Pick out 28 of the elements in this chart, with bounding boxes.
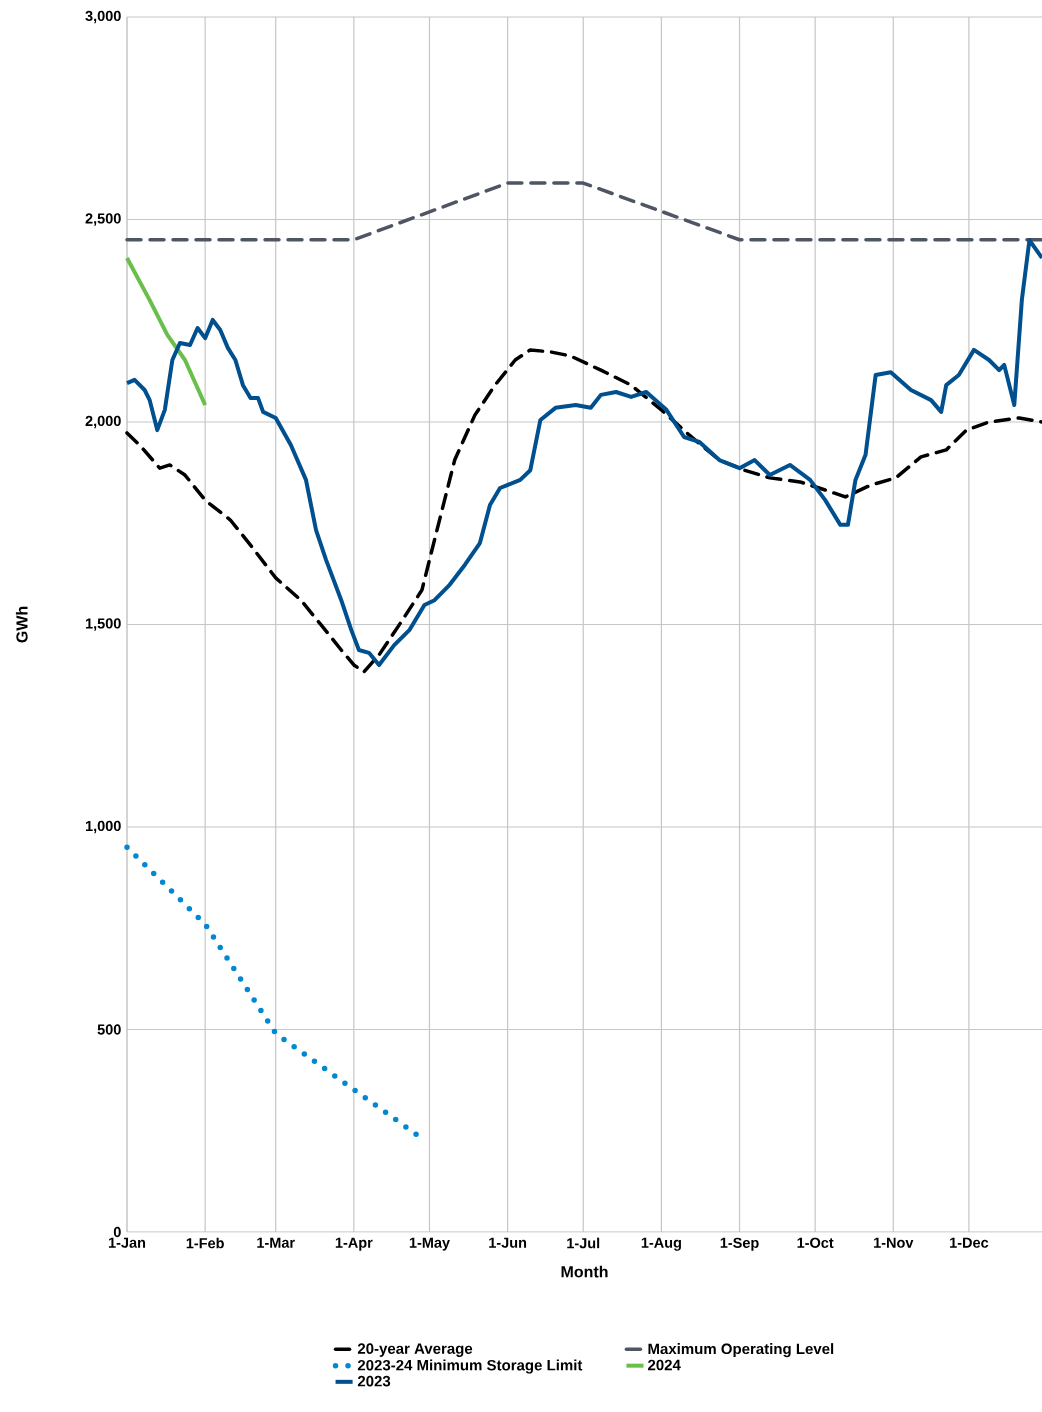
y-tick-label: 500 [97,1024,121,1035]
line-series [125,238,1042,667]
y-tick-label: 3,000 [85,10,121,24]
x-tick-label: 1-Nov [874,1237,914,1248]
y-tick-label: 1,000 [85,820,121,834]
x-tick-label: 1-Oct [797,1237,834,1248]
legend-label: 2023-24 Minimum Storage Limit [357,1359,583,1374]
legend-label: 20-year Average [357,1343,473,1357]
x-tick-label: 1-Dec [950,1237,989,1248]
x-tick-label: 1-Sep [720,1237,759,1251]
x-tick-label: 1-Mar [257,1237,295,1248]
x-tick-label: 1-May [409,1237,450,1251]
y-tick-label: 2,000 [85,415,121,429]
y-tick-label: 0 [113,1226,121,1238]
x-tick-label: 1-Jul [567,1237,600,1249]
x-tick-label: 1-Jan [108,1237,146,1248]
x-tick-label: 1-Jun [489,1237,527,1248]
x-axis-title: Month [561,1265,608,1278]
legend-label: Maximum Operating Level [648,1343,834,1358]
line-series [125,255,208,407]
x-tick-label: 1-Feb [186,1237,224,1249]
legend-label: 2023 [357,1375,391,1387]
legend-label: 2024 [648,1359,681,1371]
x-tick-label: 1-Aug [641,1237,681,1251]
y-axis-title: GWh [15,606,28,643]
y-tick-label: 2,500 [85,213,121,226]
y-tick-label: 1,500 [85,618,121,631]
x-tick-label: 1-Apr [335,1237,373,1251]
